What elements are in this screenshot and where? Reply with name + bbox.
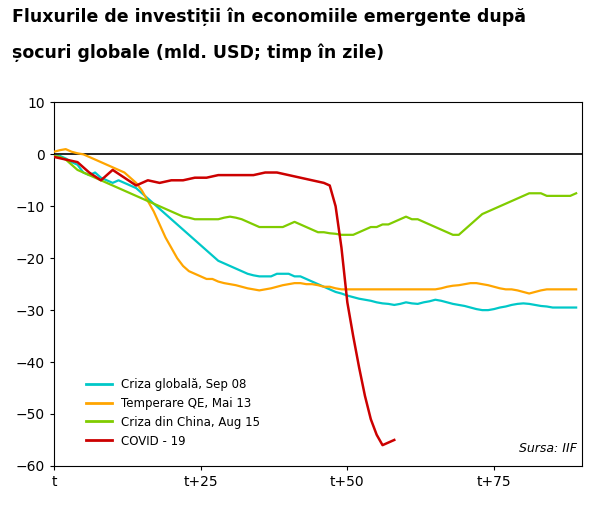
Text: Sursa: IIF: Sursa: IIF — [519, 442, 577, 455]
Text: șocuri globale (mld. USD; timp în zile): șocuri globale (mld. USD; timp în zile) — [12, 44, 384, 62]
Text: Fluxurile de investiții în economiile emergente după: Fluxurile de investiții în economiile em… — [12, 8, 526, 26]
Legend: Criza globală, Sep 08, Temperare QE, Mai 13, Criza din China, Aug 15, COVID - 19: Criza globală, Sep 08, Temperare QE, Mai… — [81, 374, 265, 453]
